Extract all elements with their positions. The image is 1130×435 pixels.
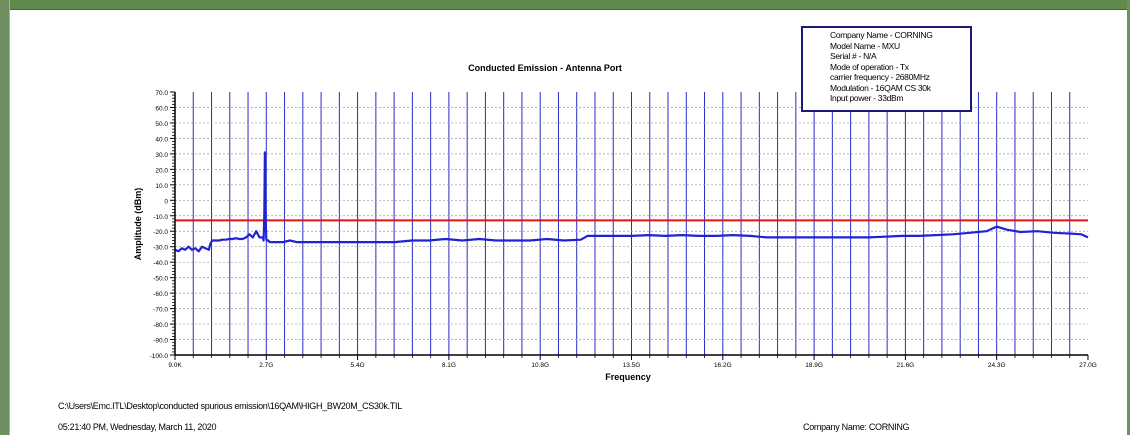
- y-tick-label: -70.0: [153, 307, 168, 314]
- y-tick-label: -50.0: [153, 276, 168, 283]
- x-tick-label: 2.7G: [259, 362, 273, 369]
- info-box: Company Name - CORNING Model Name - MXU …: [801, 26, 972, 112]
- y-tick-label: 20.0: [155, 167, 168, 174]
- x-tick-label: 8.1G: [442, 362, 456, 369]
- timestamp: 05:21:40 PM, Wednesday, March 11, 2020: [58, 422, 217, 432]
- y-tick-label: -100.0: [150, 353, 169, 360]
- x-axis-label: Frequency: [605, 372, 651, 382]
- emission-trace: [174, 151, 1089, 253]
- y-tick-label: 70.0: [155, 90, 168, 97]
- grid-lines: [175, 92, 1088, 355]
- y-tick-labels: 70.0 60.0 50.0 40.0 30.0 20.0 10.0 0 -10.0 -20.0 -…: [150, 90, 169, 360]
- y-tick-label: -10.0: [153, 214, 168, 221]
- y-tick-label: -90.0: [153, 338, 168, 345]
- info-company: Company Name - CORNING: [830, 30, 933, 40]
- y-tick-label: -60.0: [153, 291, 168, 298]
- info-input-power: Input power - 33dBm: [830, 93, 904, 103]
- x-tick-label: 16.2G: [714, 362, 732, 369]
- info-serial: Serial # - N/A: [830, 51, 877, 61]
- y-tick-label: -20.0: [153, 229, 168, 236]
- y-axis-label: Amplitude (dBm): [133, 188, 143, 261]
- window-right-border: [1127, 0, 1130, 435]
- y-tick-label: 50.0: [155, 121, 168, 128]
- x-tick-label: 9.0K: [168, 362, 182, 369]
- y-tick-label: 30.0: [155, 152, 168, 159]
- file-path: C:\Users\Emc.ITL\Desktop\conducted spuri…: [58, 401, 402, 411]
- trace-layer: [174, 151, 1089, 253]
- chart-title: Conducted Emission - Antenna Port: [468, 63, 622, 73]
- info-carrier-frequency: carrier frequency - 2680MHz: [830, 72, 930, 82]
- y-tick-label: -80.0: [153, 322, 168, 329]
- x-tick-label: 27.0G: [1079, 362, 1097, 369]
- x-tick-label: 13.5G: [623, 362, 641, 369]
- y-tick-label: 40.0: [155, 136, 168, 143]
- x-tick-label: 10.8G: [531, 362, 549, 369]
- info-mode: Mode of operation - Tx: [830, 61, 909, 72]
- window-top-border: [0, 0, 1130, 10]
- y-tick-label: 0: [164, 198, 168, 205]
- footer-company: Company Name: CORNING: [803, 422, 910, 432]
- x-tick-label: 24.3G: [988, 362, 1006, 369]
- info-modulation: Modulation - 16QAM CS 30k: [830, 82, 931, 93]
- info-model: Model Name - MXU: [830, 40, 900, 51]
- x-tick-label: 18.9G: [805, 362, 823, 369]
- y-tick-label: 60.0: [155, 105, 168, 112]
- y-tick-label: 10.0: [155, 183, 168, 190]
- x-tick-label: 21.6G: [897, 362, 915, 369]
- y-tick-label: -30.0: [153, 245, 168, 252]
- window-left-border: [0, 0, 10, 435]
- x-tick-labels: 9.0K 2.7G 5.4G 8.1G 10.8G 13.5G 16.2G 18.9G 21.6…: [168, 362, 1097, 369]
- x-tick-label: 5.4G: [351, 362, 365, 369]
- axes-layer: [170, 91, 1089, 360]
- y-tick-label: -40.0: [153, 260, 168, 267]
